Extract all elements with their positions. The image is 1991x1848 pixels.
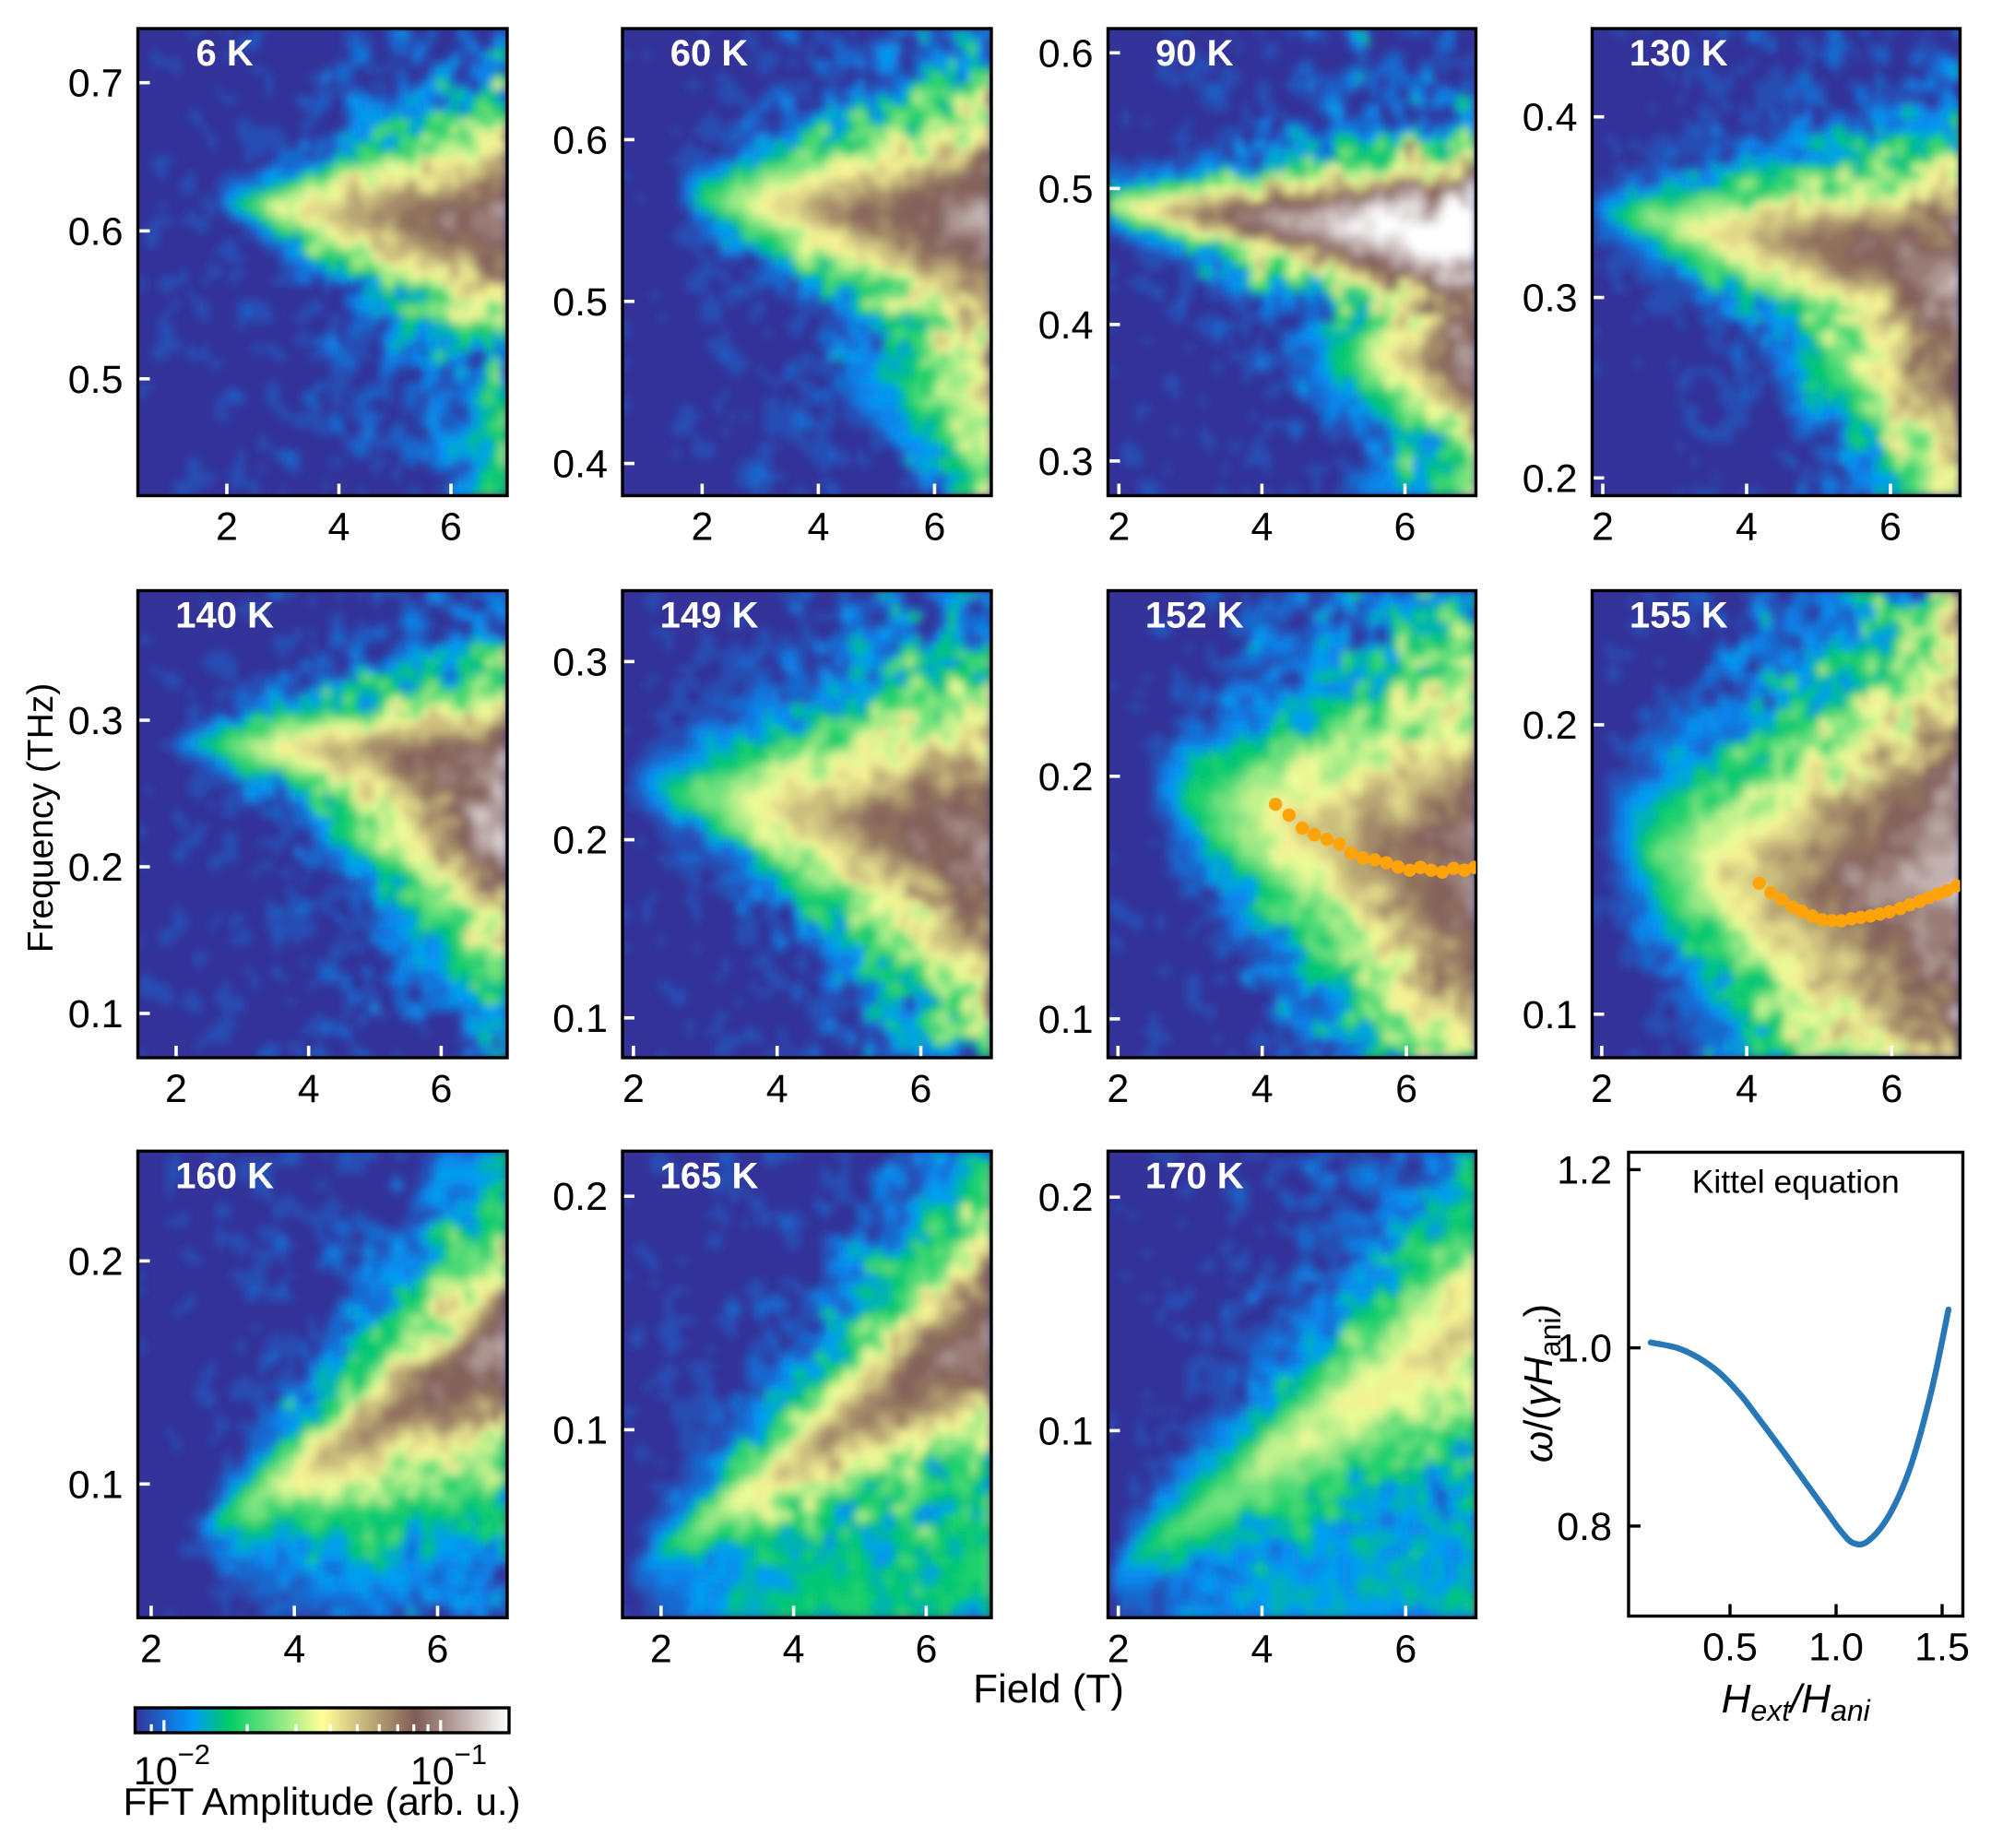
svg-text:2: 2 [1107,1067,1129,1111]
svg-text:2: 2 [165,1067,187,1111]
svg-text:6: 6 [1880,1067,1902,1111]
svg-text:0.6: 0.6 [1038,31,1094,76]
svg-text:Field (T): Field (T) [973,1666,1124,1712]
svg-text:6: 6 [430,1067,452,1111]
svg-text:6: 6 [440,505,462,550]
svg-text:4: 4 [1736,1067,1758,1111]
svg-text:6: 6 [915,1627,937,1671]
svg-text:10−1: 10−1 [410,1738,487,1794]
svg-text:2: 2 [1108,1627,1130,1671]
svg-text:0.2: 0.2 [552,1175,608,1219]
svg-text:2: 2 [1108,505,1130,550]
svg-text:2: 2 [1591,1067,1613,1111]
svg-text:0.3: 0.3 [68,699,124,743]
svg-text:6: 6 [923,505,945,550]
svg-text:6: 6 [1394,1627,1416,1671]
svg-text:6: 6 [910,1067,932,1111]
svg-text:0.6: 0.6 [552,118,608,162]
svg-text:0.1: 0.1 [1038,1409,1094,1453]
svg-text:152 K: 152 K [1145,596,1244,636]
svg-text:2: 2 [650,1627,672,1671]
svg-text:0.4: 0.4 [1038,303,1094,348]
svg-text:4: 4 [1251,1067,1274,1111]
svg-text:0.3: 0.3 [552,640,608,684]
svg-text:0.4: 0.4 [552,443,608,487]
svg-text:165 K: 165 K [660,1155,759,1196]
svg-text:4: 4 [1251,1627,1274,1671]
svg-text:0.3: 0.3 [1038,440,1094,484]
svg-text:0.1: 0.1 [1523,993,1578,1037]
svg-text:6: 6 [1395,1067,1417,1111]
svg-text:0.4: 0.4 [1523,96,1578,140]
svg-text:0.2: 0.2 [1038,1176,1094,1220]
svg-text:Kittel equation: Kittel equation [1692,1164,1900,1201]
svg-text:0.2: 0.2 [1523,456,1578,501]
svg-text:6: 6 [1879,505,1902,550]
svg-text:0.1: 0.1 [68,992,124,1037]
svg-text:1.0: 1.0 [1808,1626,1864,1670]
svg-text:2: 2 [140,1627,162,1671]
svg-text:FFT Amplitude (arb. u.): FFT Amplitude (arb. u.) [123,1780,520,1823]
svg-text:4: 4 [766,1067,788,1111]
svg-text:149 K: 149 K [660,596,759,636]
svg-text:0.2: 0.2 [1523,704,1578,748]
svg-text:0.2: 0.2 [68,846,124,890]
svg-text:4: 4 [1250,505,1273,550]
svg-text:Hext/Hani: Hext/Hani [1722,1676,1871,1727]
svg-text:6: 6 [427,1627,449,1671]
svg-text:0.1: 0.1 [552,997,608,1041]
svg-text:0.1: 0.1 [68,1463,124,1507]
svg-text:0.8: 0.8 [1557,1505,1612,1549]
svg-text:4: 4 [1736,505,1758,550]
svg-text:2: 2 [216,505,238,550]
svg-text:60 K: 60 K [670,33,749,74]
svg-text:2: 2 [691,505,713,550]
svg-text:0.5: 0.5 [68,358,124,402]
svg-text:4: 4 [328,505,350,550]
svg-text:0.2: 0.2 [552,819,608,863]
svg-text:10−2: 10−2 [134,1738,210,1794]
svg-text:170 K: 170 K [1145,1155,1244,1196]
svg-text:2: 2 [622,1067,645,1111]
svg-text:0.1: 0.1 [552,1408,608,1452]
svg-text:0.5: 0.5 [552,280,608,325]
svg-text:140 K: 140 K [175,596,274,636]
svg-text:160 K: 160 K [175,1155,274,1196]
svg-text:0.5: 0.5 [1702,1626,1758,1670]
svg-text:0.2: 0.2 [68,1239,124,1284]
svg-text:4: 4 [783,1627,805,1671]
svg-text:0.5: 0.5 [1038,167,1094,211]
svg-text:6 K: 6 K [196,33,253,74]
svg-text:90 K: 90 K [1155,33,1234,74]
svg-text:4: 4 [283,1627,305,1671]
svg-text:6: 6 [1394,505,1416,550]
svg-text:0.6: 0.6 [68,209,124,254]
svg-text:0.3: 0.3 [1523,277,1578,321]
svg-text:4: 4 [807,505,829,550]
svg-text:4: 4 [298,1067,320,1111]
svg-text:1.5: 1.5 [1914,1626,1970,1670]
svg-text:130 K: 130 K [1630,33,1728,74]
svg-text:2: 2 [1592,505,1614,550]
svg-text:Frequency (THz): Frequency (THz) [21,683,61,954]
svg-text:155 K: 155 K [1630,596,1728,636]
svg-text:0.7: 0.7 [68,62,124,106]
svg-text:1.0: 1.0 [1557,1327,1612,1371]
svg-text:0.1: 0.1 [1038,998,1094,1042]
svg-text:1.2: 1.2 [1557,1148,1612,1192]
svg-text:0.2: 0.2 [1038,755,1094,800]
